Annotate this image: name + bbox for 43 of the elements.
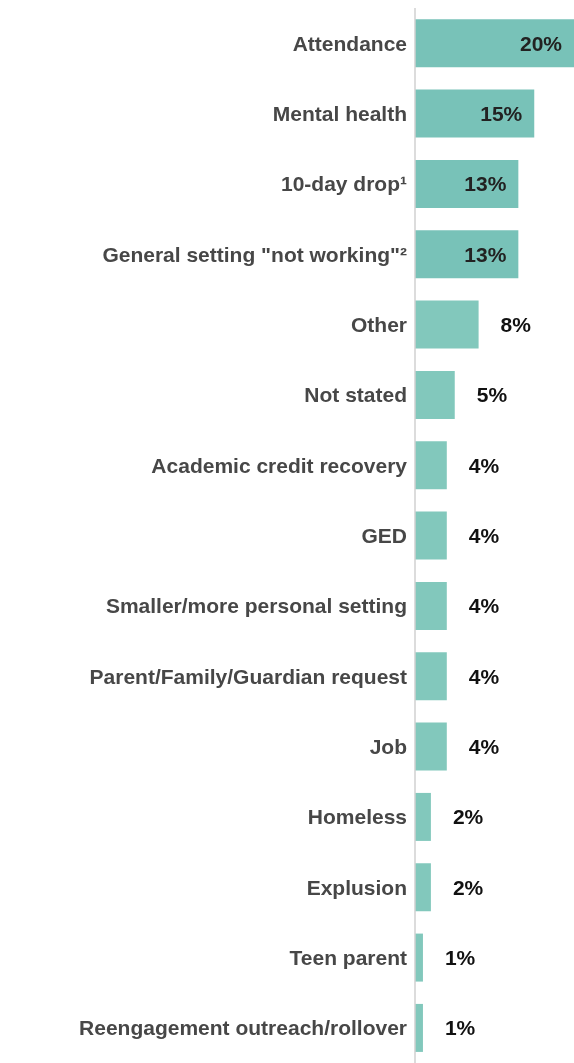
data-label: 4% <box>468 523 500 547</box>
y-tick-label: Teen parent <box>289 945 408 969</box>
data-label: 5% <box>476 383 508 407</box>
data-label: 2% <box>452 805 484 829</box>
data-label: 4% <box>468 594 500 618</box>
bar <box>415 370 455 419</box>
data-label: 13% <box>464 172 507 196</box>
bar <box>415 230 519 279</box>
bar <box>415 792 431 841</box>
data-label: 4% <box>468 734 500 758</box>
bar <box>415 441 447 490</box>
y-tick-label: Mental health <box>272 101 407 125</box>
y-tick-label: Not stated <box>304 383 407 407</box>
y-tick-label: 10-day drop¹ <box>280 172 407 196</box>
y-tick-label: Other <box>350 312 407 336</box>
bar <box>415 19 574 68</box>
y-tick-label: Job <box>369 734 407 758</box>
bar <box>415 652 447 701</box>
y-tick-label: Attendance <box>292 31 407 55</box>
data-label: 8% <box>500 312 532 336</box>
y-tick-label: Reengagement outreach/rollover <box>79 1016 407 1040</box>
y-tick-label: Homeless <box>307 805 407 829</box>
data-label: 4% <box>468 664 500 688</box>
y-tick-label: Smaller/more personal setting <box>105 594 407 618</box>
bar <box>415 300 479 349</box>
data-label: 15% <box>480 101 523 125</box>
bar <box>415 581 447 630</box>
y-tick-label: Academic credit recovery <box>151 453 408 477</box>
data-label: 20% <box>519 31 563 55</box>
bar <box>415 159 519 208</box>
bar <box>415 722 447 771</box>
data-label: 1% <box>444 1016 476 1040</box>
data-label: 2% <box>452 875 484 899</box>
y-tick-label: Parent/Family/Guardian request <box>89 664 407 688</box>
bar <box>415 89 535 138</box>
bar <box>415 863 431 912</box>
data-label: 1% <box>444 945 476 969</box>
data-label: 13% <box>464 242 507 266</box>
data-label: 4% <box>468 453 500 477</box>
bar <box>415 511 447 560</box>
y-tick-label: Explusion <box>306 875 407 899</box>
y-tick-label: GED <box>361 523 407 547</box>
y-tick-label: General setting "not working"² <box>102 242 407 266</box>
